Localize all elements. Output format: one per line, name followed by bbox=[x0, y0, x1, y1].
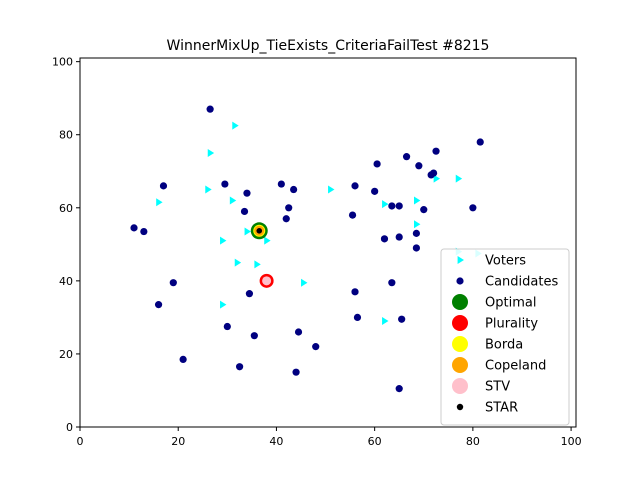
voter-marker bbox=[455, 174, 463, 183]
y-tick-label: 40 bbox=[59, 275, 73, 288]
voter-marker bbox=[301, 278, 308, 287]
y-tick-label: 100 bbox=[52, 56, 73, 69]
legend-marker-plurality bbox=[452, 315, 468, 331]
legend-box bbox=[440, 248, 570, 426]
legend-marker-copeland bbox=[452, 357, 468, 373]
legend-label-voters: Voters bbox=[485, 254, 526, 269]
voter-marker bbox=[244, 227, 251, 236]
candidate-marker bbox=[476, 138, 484, 146]
candidate-marker bbox=[169, 279, 177, 287]
candidate-marker bbox=[312, 343, 320, 351]
candidate-marker bbox=[236, 363, 244, 371]
candidate-marker bbox=[412, 229, 420, 237]
candidate-marker bbox=[159, 182, 168, 190]
candidate-marker bbox=[398, 315, 406, 323]
candidate-marker bbox=[429, 169, 438, 177]
candidate-marker bbox=[206, 105, 214, 113]
candidate-marker bbox=[221, 180, 229, 188]
voter-marker bbox=[413, 220, 421, 229]
candidate-marker bbox=[420, 206, 428, 214]
candidate-marker bbox=[290, 185, 298, 194]
voter-marker bbox=[234, 258, 242, 267]
candidate-marker bbox=[395, 202, 403, 210]
x-tick-label: 60 bbox=[368, 435, 382, 448]
x-tick-label: 40 bbox=[269, 435, 283, 448]
voter-marker bbox=[413, 196, 421, 205]
candidate-marker bbox=[292, 368, 300, 376]
candidate-marker bbox=[294, 328, 303, 336]
candidate-marker bbox=[432, 147, 440, 155]
chart-title: WinnerMixUp_TieExists_CriteriaFailTest #… bbox=[167, 38, 490, 54]
legend-label-candidates: Candidates bbox=[485, 275, 558, 290]
voter-marker bbox=[232, 121, 239, 130]
candidate-marker bbox=[351, 182, 359, 190]
candidate-marker bbox=[469, 204, 477, 212]
candidate-marker bbox=[353, 313, 362, 321]
candidate-marker bbox=[154, 301, 163, 309]
x-tick-label: 100 bbox=[561, 435, 582, 448]
voter-marker bbox=[382, 317, 389, 326]
candidate-marker bbox=[348, 211, 357, 219]
axes-frame bbox=[79, 57, 577, 428]
candidate-marker bbox=[395, 385, 403, 393]
legend-marker-stv bbox=[452, 378, 468, 394]
candidate-marker bbox=[250, 332, 258, 340]
legend-marker-optimal bbox=[452, 294, 468, 310]
x-tick-label: 20 bbox=[171, 435, 185, 448]
voter-marker bbox=[264, 236, 271, 245]
candidate-marker bbox=[277, 180, 285, 188]
candidate-marker bbox=[415, 162, 423, 170]
voter-marker bbox=[156, 198, 163, 207]
x-tick-label: 80 bbox=[466, 435, 480, 448]
candidate-marker bbox=[402, 153, 411, 161]
candidate-marker bbox=[412, 244, 420, 252]
candidate-marker bbox=[395, 233, 403, 241]
legend-label-optimal: Optimal bbox=[485, 296, 536, 311]
y-tick-label: 0 bbox=[66, 421, 73, 434]
candidate-marker bbox=[179, 355, 187, 364]
x-tick-label: 0 bbox=[77, 435, 84, 448]
candidate-marker bbox=[130, 224, 138, 232]
legend-label-stv: STV bbox=[485, 380, 510, 395]
candidate-marker bbox=[371, 187, 379, 195]
voter-marker bbox=[229, 196, 237, 205]
candidate-marker bbox=[243, 189, 251, 197]
candidate-marker bbox=[380, 235, 389, 243]
voter-marker bbox=[220, 236, 227, 245]
voter-marker bbox=[205, 185, 212, 194]
candidate-marker bbox=[240, 207, 249, 216]
candidate-marker bbox=[223, 322, 231, 331]
voter-marker bbox=[328, 185, 335, 194]
candidate-marker bbox=[245, 290, 254, 298]
voter-marker bbox=[207, 148, 215, 157]
y-tick-label: 80 bbox=[59, 129, 73, 142]
candidate-marker bbox=[388, 202, 396, 210]
legend-marker-candidates bbox=[456, 277, 464, 285]
voter-marker bbox=[382, 200, 389, 209]
candidate-marker bbox=[282, 215, 290, 223]
voter-marker bbox=[433, 174, 441, 183]
candidate-marker bbox=[351, 288, 359, 296]
legend-marker-borda bbox=[452, 336, 468, 352]
y-tick-label: 20 bbox=[59, 348, 73, 361]
voter-marker bbox=[254, 260, 261, 269]
voter-marker bbox=[220, 300, 227, 309]
legend-label-plurality: Plurality bbox=[485, 317, 538, 332]
winner-marker-star bbox=[256, 228, 263, 234]
winner-marker-stv bbox=[262, 276, 272, 286]
axes: 0 20 40 60 80 100 0 20 40 60 80 100 bbox=[52, 56, 582, 448]
legend-marker-star bbox=[456, 403, 464, 411]
legend-label-copeland: Copeland bbox=[485, 359, 546, 374]
legend-marker-voters bbox=[457, 256, 464, 264]
candidate-marker bbox=[373, 160, 381, 168]
legend: Voters Candidates Optimal Plurality Borda Cop… bbox=[440, 248, 570, 426]
candidate-marker bbox=[140, 227, 148, 236]
candidate-marker bbox=[285, 204, 293, 212]
y-tick-label: 60 bbox=[59, 202, 73, 215]
legend-label-star: STAR bbox=[485, 401, 518, 416]
legend-label-borda: Borda bbox=[485, 338, 523, 353]
candidate-marker bbox=[388, 279, 396, 287]
